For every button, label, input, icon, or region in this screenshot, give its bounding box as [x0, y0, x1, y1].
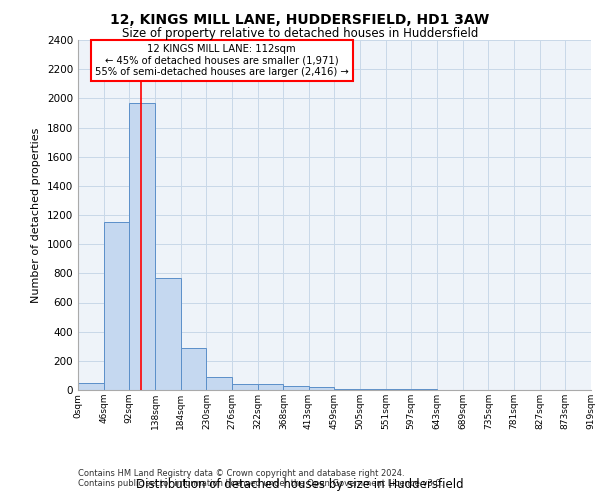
Text: Distribution of detached houses by size in Huddersfield: Distribution of detached houses by size …: [136, 478, 464, 491]
Bar: [334, 388, 360, 390]
Text: Contains HM Land Registry data © Crown copyright and database right 2024.: Contains HM Land Registry data © Crown c…: [78, 469, 404, 478]
Bar: [308, 388, 334, 390]
Bar: [206, 377, 232, 390]
Bar: [130, 102, 155, 390]
Bar: [283, 386, 308, 390]
Bar: [258, 384, 283, 390]
Bar: [104, 222, 130, 390]
Text: 12 KINGS MILL LANE: 112sqm
← 45% of detached houses are smaller (1,971)
55% of s: 12 KINGS MILL LANE: 112sqm ← 45% of deta…: [95, 44, 349, 76]
Bar: [155, 278, 181, 390]
Text: 12, KINGS MILL LANE, HUDDERSFIELD, HD1 3AW: 12, KINGS MILL LANE, HUDDERSFIELD, HD1 3…: [110, 12, 490, 26]
Text: Size of property relative to detached houses in Huddersfield: Size of property relative to detached ho…: [122, 28, 478, 40]
Y-axis label: Number of detached properties: Number of detached properties: [31, 128, 41, 302]
Bar: [78, 382, 104, 390]
Text: Contains public sector information licensed under the Open Government Licence v3: Contains public sector information licen…: [78, 479, 443, 488]
Bar: [181, 348, 206, 390]
Bar: [360, 389, 386, 390]
Bar: [232, 384, 258, 390]
